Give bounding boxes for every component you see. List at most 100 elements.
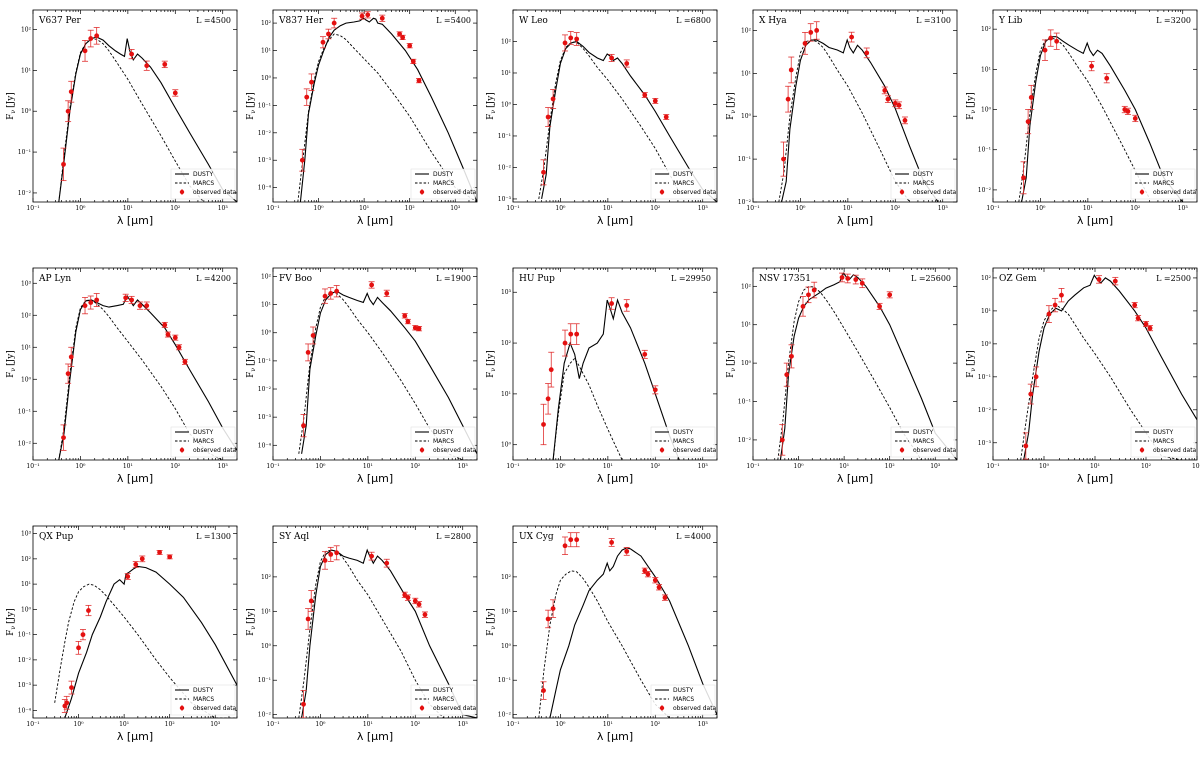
- observed-point: [568, 35, 574, 41]
- observed-point: [1028, 95, 1034, 100]
- plot-frame: [272, 9, 478, 203]
- x-tick-label: 10³: [1178, 205, 1189, 212]
- x-axis-label: λ [μm]: [1077, 472, 1113, 485]
- observed-point: [652, 98, 658, 104]
- dusty-model-line: [1021, 36, 1184, 202]
- y-tick-label: 10⁰: [261, 330, 272, 337]
- observed-point: [1147, 325, 1153, 331]
- legend-observed-swatch: [179, 189, 185, 195]
- y-axis-label: Fν [Jy]: [486, 350, 497, 378]
- observed-point: [407, 43, 413, 49]
- sed-chart: 10⁻¹ 10⁰ 10¹ 10² 10³ 10⁻⁴ 10⁻³ 10⁻² 10⁻¹ 10⁰ 10¹ 10…: [246, 267, 478, 485]
- dusty-model-line: [552, 298, 680, 460]
- observed-point: [652, 577, 658, 583]
- sed-chart: 10⁻¹ 10⁰ 10¹ 10² 10³ 10⁻³ 10⁻² 10⁻¹ 10⁰ 10¹ 10² OZ …: [966, 267, 1200, 485]
- y-tick-label: 10²: [741, 27, 752, 34]
- sed-chart: 10⁻¹ 10⁰ 10¹ 10² 10³ 10⁻⁴ 10⁻³ 10⁻² 10⁻¹ 10⁰ 10¹ 10…: [6, 525, 238, 743]
- observed-point: [839, 275, 845, 280]
- x-tick-label: 10⁻¹: [266, 721, 279, 728]
- observed-point: [301, 701, 306, 707]
- y-tick-label: 10⁻⁴: [258, 442, 272, 449]
- y-axis-label-unit: [Jy]: [726, 92, 736, 108]
- y-tick-label: 10²: [21, 312, 32, 319]
- y-axis-label-unit: [Jy]: [486, 608, 496, 624]
- observed-point: [299, 157, 305, 163]
- legend-marcs-label: MARCS: [433, 180, 454, 187]
- observed-point: [422, 612, 428, 618]
- legend-dusty-label: DUSTY: [913, 171, 933, 178]
- y-tick-label: 10⁻¹: [738, 156, 751, 163]
- observed-point: [65, 371, 71, 377]
- observed-point: [789, 353, 794, 359]
- y-tick-label: 10¹: [261, 48, 271, 55]
- y-tick-label: 10¹: [261, 302, 271, 309]
- observed-point: [334, 550, 340, 556]
- observed-point: [68, 354, 74, 360]
- y-axis-label-main: F: [246, 114, 256, 120]
- plot-frame: [32, 9, 238, 203]
- y-tick-label: 10³: [501, 289, 512, 296]
- legend-dusty-label: DUSTY: [193, 171, 213, 178]
- y-tick-label: 10⁻²: [498, 164, 512, 171]
- legend-observed-label: observed data: [1153, 447, 1197, 454]
- observed-point: [326, 31, 331, 37]
- sed-panel: 10⁻¹ 10⁰ 10¹ 10² 10³ 10⁻² 10⁻¹ 10⁰ 10¹ 10² 10³ AP L…: [5, 260, 245, 510]
- y-axis-label-main: F: [726, 114, 736, 120]
- legend-observed-label: observed data: [433, 189, 477, 196]
- observed-point: [652, 387, 658, 393]
- observed-point: [1028, 391, 1034, 397]
- observed-point: [328, 291, 334, 296]
- legend-observed-swatch: [659, 705, 665, 711]
- y-axis-label-sub: ν: [250, 626, 257, 630]
- y-axis-label: Fν [Jy]: [726, 350, 737, 378]
- y-tick-label: 10⁻²: [258, 712, 272, 719]
- observed-point: [784, 372, 790, 378]
- observed-point: [896, 102, 902, 108]
- observed-point: [849, 34, 855, 40]
- observed-point: [541, 688, 546, 693]
- observed-point: [405, 319, 411, 324]
- observed-point: [779, 437, 785, 443]
- legend-dusty-label: DUSTY: [193, 687, 213, 694]
- y-tick-label: 10⁻¹: [978, 374, 991, 381]
- x-tick-label: 10⁰: [555, 463, 566, 470]
- x-tick-label: 10³: [938, 205, 949, 212]
- observed-point: [853, 277, 859, 282]
- observed-point: [562, 543, 568, 549]
- observed-point: [139, 556, 145, 562]
- x-tick-label: 10⁰: [1035, 205, 1046, 212]
- y-tick-label: 10⁻³: [18, 682, 32, 689]
- x-tick-label: 10²: [885, 463, 896, 470]
- plot-frame: [512, 9, 718, 203]
- x-tick-label: 10²: [890, 205, 901, 212]
- observed-point: [123, 295, 129, 301]
- observed-point: [310, 333, 316, 338]
- plot-frame: [992, 9, 1198, 203]
- observed-point: [162, 61, 168, 67]
- y-axis-label-sub: ν: [250, 368, 257, 372]
- observed-point: [541, 169, 546, 175]
- y-tick-label: 10⁻¹: [498, 677, 511, 684]
- x-tick-label: 10³: [698, 205, 709, 212]
- observed-point: [800, 304, 806, 309]
- y-tick-label: 10³: [21, 531, 32, 538]
- observed-point: [663, 114, 669, 120]
- y-axis-label-main: F: [966, 114, 976, 120]
- observed-point: [545, 114, 551, 120]
- y-tick-label: 10⁻²: [498, 712, 512, 719]
- observed-point: [61, 435, 66, 441]
- y-axis-label: Fν [Jy]: [966, 92, 977, 120]
- y-tick-label: 10¹: [741, 322, 751, 329]
- plot-frame: [32, 525, 238, 719]
- y-tick-label: 10⁻¹: [258, 358, 271, 365]
- y-tick-label: 10¹: [501, 70, 511, 77]
- marcs-model-line: [1018, 37, 1151, 202]
- y-tick-label: 10¹: [741, 70, 751, 77]
- x-tick-label: 10²: [650, 721, 661, 728]
- observed-point: [94, 33, 100, 39]
- sed-chart: 10⁻¹ 10⁰ 10¹ 10² 10³ 10⁻⁴ 10⁻³ 10⁻² 10⁻¹ 10⁰ 10¹ 10…: [246, 9, 478, 227]
- y-tick-label: 10⁻³: [258, 157, 272, 164]
- legend-observed-label: observed data: [193, 447, 237, 454]
- y-axis-label-unit: [Jy]: [246, 608, 256, 624]
